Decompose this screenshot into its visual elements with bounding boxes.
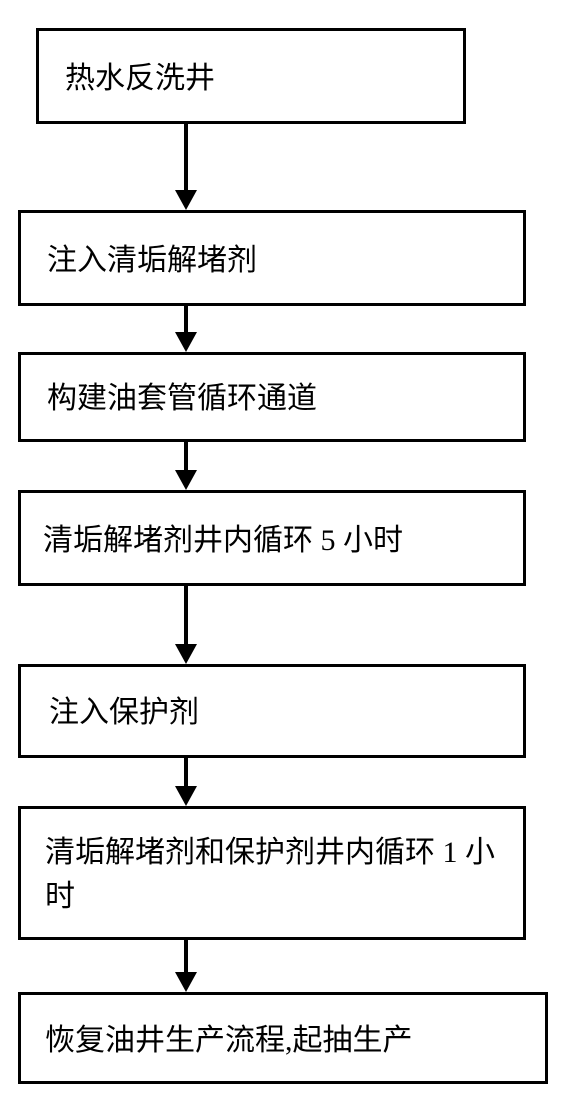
flow-node-n4: 清垢解堵剂井内循环 5 小时 [18, 490, 526, 586]
arrow-line-4 [184, 586, 188, 644]
arrow-head-1 [175, 190, 197, 210]
flow-node-n5: 注入保护剂 [18, 664, 526, 758]
arrow-line-5 [184, 758, 188, 786]
flow-node-n2: 注入清垢解堵剂 [18, 210, 526, 306]
arrow-line-6 [184, 940, 188, 972]
flow-node-n6: 清垢解堵剂和保护剂井内循环 1 小时 [18, 806, 526, 940]
arrow-line-3 [184, 442, 188, 470]
flowchart-canvas: 热水反洗井注入清垢解堵剂构建油套管循环通道清垢解堵剂井内循环 5 小时注入保护剂… [0, 0, 567, 1117]
arrow-line-1 [184, 124, 188, 190]
flow-node-n1: 热水反洗井 [36, 28, 466, 124]
flow-node-label: 注入清垢解堵剂 [47, 239, 257, 283]
flow-node-label: 清垢解堵剂井内循环 5 小时 [43, 519, 403, 563]
arrow-line-2 [184, 306, 188, 332]
arrow-head-4 [175, 644, 197, 664]
flow-node-label: 构建油套管循环通道 [47, 377, 317, 421]
flow-node-label: 恢复油井生产流程,起抽生产 [45, 1019, 413, 1063]
arrow-head-5 [175, 786, 197, 806]
flow-node-label: 热水反洗井 [65, 57, 215, 101]
flow-node-label: 注入保护剂 [49, 691, 199, 735]
arrow-head-3 [175, 470, 197, 490]
flow-node-label: 清垢解堵剂和保护剂井内循环 1 小时 [45, 831, 503, 918]
arrow-head-2 [175, 332, 197, 352]
arrow-head-6 [175, 972, 197, 992]
flow-node-n3: 构建油套管循环通道 [18, 352, 526, 442]
flow-node-n7: 恢复油井生产流程,起抽生产 [18, 992, 548, 1084]
